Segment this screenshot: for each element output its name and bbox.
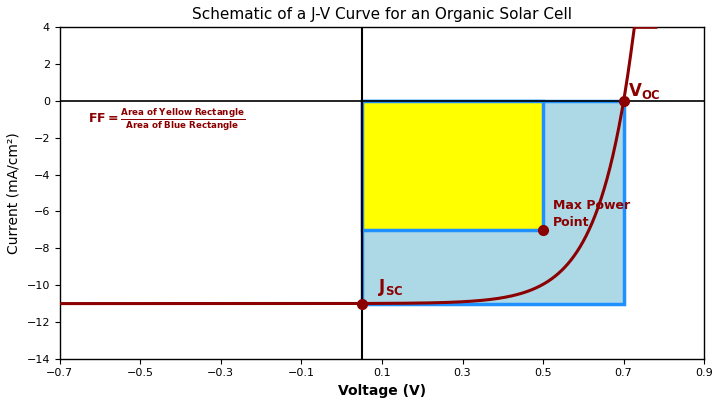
X-axis label: Voltage (V): Voltage (V) bbox=[338, 384, 426, 398]
Text: $\mathbf{FF=}$$\mathbf{\frac{Area\ of\ Yellow\ Rectangle}{Area\ of\ Blue\ Rectan: $\mathbf{FF=}$$\mathbf{\frac{Area\ of\ Y… bbox=[88, 107, 246, 132]
Text: $\mathbf{V_{OC}}$: $\mathbf{V_{OC}}$ bbox=[628, 81, 660, 101]
Bar bbox=[362, 101, 543, 230]
Y-axis label: Current (mA/cm²): Current (mA/cm²) bbox=[7, 132, 21, 254]
Text: Max Power
Point: Max Power Point bbox=[553, 199, 630, 229]
Title: Schematic of a J-V Curve for an Organic Solar Cell: Schematic of a J-V Curve for an Organic … bbox=[192, 7, 572, 22]
Bar bbox=[362, 101, 624, 303]
Text: $\mathbf{J_{SC}}$: $\mathbf{J_{SC}}$ bbox=[378, 277, 403, 298]
